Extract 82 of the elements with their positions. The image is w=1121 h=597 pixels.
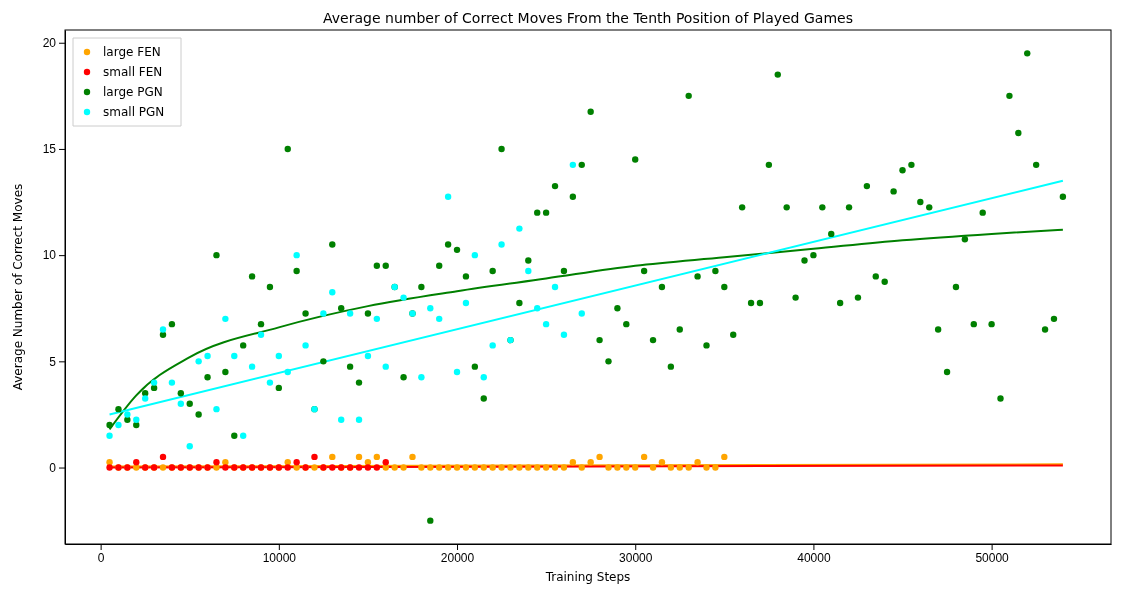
x-tick-label: 30000 (619, 550, 653, 565)
point (578, 310, 585, 317)
point (222, 464, 229, 471)
point (320, 310, 327, 317)
point (284, 464, 291, 471)
point (471, 251, 479, 259)
point (436, 315, 443, 323)
point (462, 299, 470, 307)
point (293, 459, 300, 466)
point (338, 416, 345, 423)
point (329, 464, 336, 471)
point (133, 416, 140, 423)
point (293, 251, 300, 259)
point (177, 400, 185, 408)
legend-label: small PGN (103, 105, 165, 119)
point (542, 320, 550, 328)
y-tick-label: 20 (42, 36, 57, 51)
point (302, 342, 309, 349)
point (239, 432, 247, 439)
point (204, 352, 211, 360)
point (159, 326, 167, 333)
point (364, 352, 372, 360)
point (222, 315, 229, 323)
point (106, 464, 113, 471)
y-axis-title: Average Number of Correct Moves (11, 183, 25, 391)
point (569, 161, 577, 169)
point (311, 453, 318, 461)
point (534, 305, 541, 312)
point (195, 358, 202, 365)
point (248, 363, 256, 370)
point (284, 368, 291, 376)
point (213, 459, 220, 466)
point (560, 331, 568, 338)
point (382, 459, 389, 466)
point (453, 368, 461, 376)
legend-label: large PGN (103, 85, 163, 99)
point (516, 225, 523, 232)
point (373, 464, 381, 471)
point (355, 416, 363, 423)
legend-label: large FEN (103, 45, 161, 59)
point (150, 379, 158, 386)
point (231, 352, 238, 360)
point (257, 331, 265, 338)
point (275, 352, 283, 360)
point (133, 459, 140, 466)
y-tick-label: 5 (49, 354, 57, 369)
y-tick-label: 0 (49, 460, 57, 475)
point (159, 453, 167, 461)
point (186, 443, 193, 450)
chart-title: Average number of Correct Moves From the Tenth Position of Played Games (323, 10, 853, 26)
y-tick-label: 15 (42, 142, 57, 157)
x-tick-label: 40000 (797, 550, 831, 565)
point (382, 363, 389, 370)
line-series (108, 228, 1064, 431)
point (213, 405, 220, 413)
point (551, 283, 559, 291)
x-tick-label: 50000 (975, 550, 1010, 565)
point (266, 379, 274, 386)
legend-label: small FEN (103, 65, 163, 79)
point (489, 342, 496, 349)
x-tick-label: 0 (97, 550, 105, 565)
point (355, 464, 363, 471)
point (346, 310, 354, 317)
point (480, 374, 487, 381)
x-tick-label: 20000 (440, 550, 475, 565)
point (329, 289, 336, 296)
point (115, 421, 122, 429)
point (141, 395, 149, 402)
point (364, 464, 372, 471)
point (444, 193, 452, 200)
x-tick-label: 10000 (262, 550, 297, 565)
point (498, 241, 505, 248)
point (525, 267, 532, 275)
point (427, 305, 434, 312)
point (124, 411, 131, 418)
y-tick-label: 10 (42, 248, 57, 263)
point (418, 374, 425, 381)
point (168, 379, 176, 386)
point (400, 294, 407, 301)
point (373, 315, 381, 323)
x-axis-title: Training Steps (544, 570, 631, 584)
point (106, 432, 113, 439)
